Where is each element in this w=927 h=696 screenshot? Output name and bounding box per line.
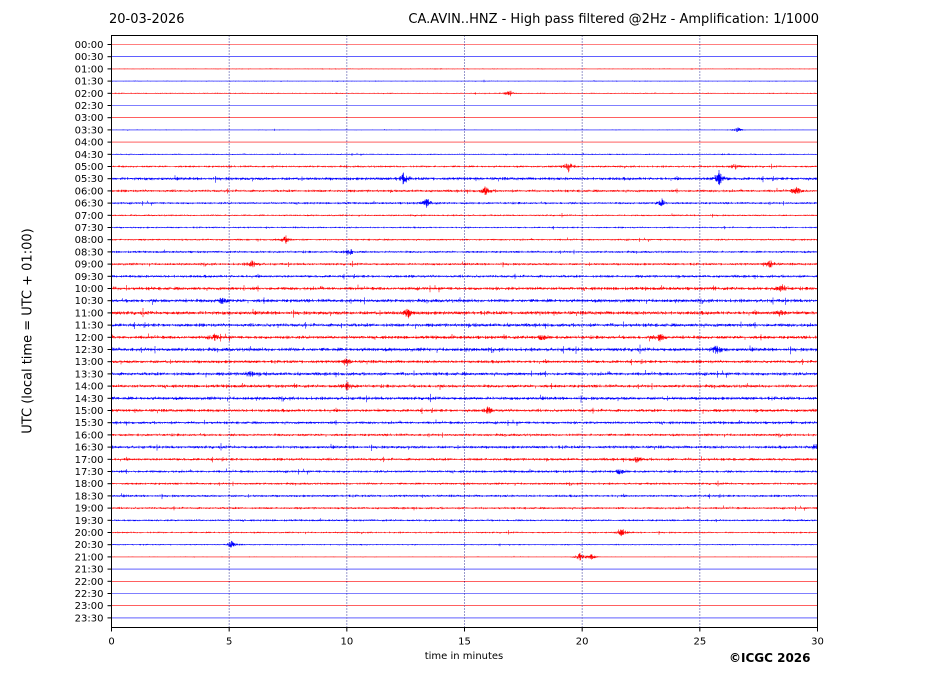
y-tick-label: 18:00 (75, 479, 104, 490)
trace-row-1130 (111, 321, 818, 329)
y-tick-label: 22:30 (75, 589, 104, 600)
y-tick-label: 04:00 (75, 138, 104, 149)
y-tick-label: 13:30 (75, 369, 104, 380)
y-tick-label: 00:00 (75, 40, 104, 51)
trace-row-2000 (111, 529, 818, 537)
y-tick-label: 15:30 (75, 418, 104, 429)
trace-row-1430 (111, 393, 818, 403)
y-tick-label: 04:30 (75, 150, 104, 161)
y-tick-label: 23:00 (75, 601, 104, 612)
trace-row-1330 (111, 370, 818, 378)
y-tick-label: 18:30 (75, 491, 104, 502)
y-tick-label: 02:30 (75, 101, 104, 112)
y-tick-label: 17:30 (75, 467, 104, 478)
trace-row-0630 (111, 198, 818, 208)
y-tick-label: 05:30 (75, 174, 104, 185)
x-tick-label: 30 (811, 637, 824, 648)
y-tick-label: 07:30 (75, 223, 104, 234)
trace-row-0700 (111, 212, 818, 218)
y-tick-label: 11:30 (75, 321, 104, 332)
trace-row-1030 (111, 297, 818, 305)
y-tick-label: 09:00 (75, 260, 104, 271)
y-tick-label: 17:00 (75, 455, 104, 466)
trace-row-0600 (111, 186, 818, 196)
trace-row-0330 (111, 127, 818, 132)
y-tick-label: 10:00 (75, 284, 104, 295)
y-tick-label: 10:30 (75, 296, 104, 307)
y-tick-label: 16:30 (75, 443, 104, 454)
trace-layer (111, 44, 818, 619)
chart-title: CA.AVIN..HNZ - High pass filtered @2Hz -… (408, 12, 819, 27)
trace-row-2100 (111, 552, 818, 561)
y-tick-label: 06:30 (75, 199, 104, 210)
y-tick-label: 07:00 (75, 211, 104, 222)
y-axis-label: UTC (local time = UTC + 01:00) (20, 228, 36, 434)
x-tick-label: 15 (458, 637, 471, 648)
trace-row-1100 (111, 307, 818, 319)
y-tick-label: 14:30 (75, 394, 104, 405)
copyright-label: ©ICGC 2026 (729, 651, 811, 665)
y-tick-label: 12:00 (75, 333, 104, 344)
trace-row-1300 (111, 358, 818, 366)
trace-row-0200 (111, 90, 818, 97)
y-tick-label: 14:00 (75, 382, 104, 393)
y-tick-label: 23:30 (75, 613, 104, 624)
trace-row-2200 (111, 581, 818, 582)
y-tick-label: 08:00 (75, 235, 104, 246)
y-tick-label: 08:30 (75, 247, 104, 258)
y-tick-label: 21:00 (75, 552, 104, 563)
y-tick-label: 09:30 (75, 272, 104, 283)
x-axis-label: time in minutes (424, 651, 504, 662)
x-tick-label: 0 (108, 637, 114, 648)
y-tick-label: 15:00 (75, 406, 104, 417)
grid-layer (228, 35, 701, 628)
y-tick-label: 20:30 (75, 540, 104, 551)
trace-row-1200 (111, 333, 818, 342)
y-tick-label: 01:00 (75, 64, 104, 75)
x-tick-label: 5 (226, 637, 232, 648)
y-tick-label: 11:00 (75, 308, 104, 319)
trace-row-1400 (111, 381, 818, 391)
y-tick-label: 05:00 (75, 162, 104, 173)
date-label: 20-03-2026 (109, 12, 185, 27)
x-tick-label: 20 (576, 637, 589, 648)
y-tick-label: 21:30 (75, 565, 104, 576)
y-tick-label: 01:30 (75, 77, 104, 88)
y-tick-label: 03:30 (75, 125, 104, 136)
y-tick-label: 13:00 (75, 357, 104, 368)
trace-row-1230 (111, 344, 818, 355)
y-tick-label: 02:00 (75, 89, 104, 100)
x-tick-label: 25 (693, 637, 706, 648)
y-tick-label: 22:00 (75, 577, 104, 588)
x-tick-label: 10 (340, 637, 353, 648)
y-tick-label: 19:00 (75, 504, 104, 515)
trace-row-2030 (111, 540, 818, 548)
y-tick-label: 12:30 (75, 345, 104, 356)
y-tick-label: 03:00 (75, 113, 104, 124)
y-tick-label: 06:00 (75, 186, 104, 197)
y-tick-label: 19:30 (75, 516, 104, 527)
plot-frame (111, 35, 818, 628)
y-tick-label: 00:30 (75, 52, 104, 63)
y-tick-label: 16:00 (75, 430, 104, 441)
y-tick-label: 20:00 (75, 528, 104, 539)
x-tick-layer: 0 5 10 15 20 25 30 (108, 627, 824, 648)
